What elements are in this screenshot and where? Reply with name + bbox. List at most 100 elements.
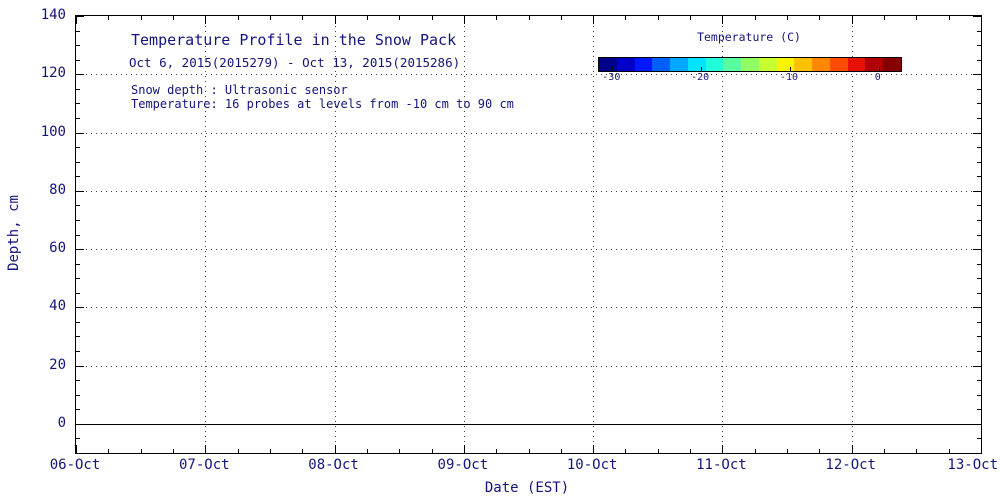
colorbar-segment bbox=[687, 58, 706, 71]
colorbar-segment bbox=[776, 58, 795, 71]
x-minor-tick bbox=[528, 16, 530, 20]
y-major-tick bbox=[76, 249, 84, 251]
y-major-tick bbox=[973, 74, 981, 76]
y-major-tick bbox=[973, 249, 981, 251]
y-minor-tick bbox=[76, 292, 80, 294]
x-minor-tick bbox=[269, 16, 271, 20]
x-minor-tick bbox=[302, 16, 304, 20]
y-minor-tick bbox=[76, 336, 80, 338]
y-minor-tick bbox=[76, 409, 80, 411]
x-minor-tick bbox=[657, 449, 659, 453]
colorbar-segment bbox=[741, 58, 759, 71]
colorbar-tick-label: -20 bbox=[691, 72, 710, 83]
y-minor-tick bbox=[977, 117, 981, 119]
y-major-tick bbox=[973, 190, 981, 192]
y-minor-tick bbox=[76, 103, 80, 105]
colorbar-segment bbox=[670, 58, 688, 71]
y-minor-tick bbox=[76, 45, 80, 47]
x-minor-tick bbox=[625, 449, 627, 453]
y-minor-tick bbox=[76, 176, 80, 178]
x-minor-tick bbox=[366, 449, 368, 453]
x-minor-tick bbox=[366, 16, 368, 20]
y-major-tick bbox=[973, 16, 981, 17]
y-tick-label: 40 bbox=[49, 298, 66, 315]
colorbar-tick-mark bbox=[789, 67, 791, 71]
chart-title: Temperature Profile in the Snow Pack bbox=[131, 31, 457, 49]
x-minor-tick bbox=[237, 16, 239, 20]
x-major-tick bbox=[205, 445, 207, 453]
x-major-tick bbox=[851, 16, 853, 24]
x-major-tick bbox=[722, 16, 724, 24]
x-axis-title: Date (EST) bbox=[484, 480, 570, 496]
x-minor-tick bbox=[754, 16, 756, 20]
h-gridline bbox=[76, 365, 981, 367]
plot-area: Temperature Profile in the Snow Pack Oct… bbox=[75, 15, 982, 454]
x-major-tick bbox=[981, 445, 982, 453]
y-tick-label: 100 bbox=[40, 123, 66, 140]
y-minor-tick bbox=[76, 453, 80, 454]
x-minor-tick bbox=[948, 449, 950, 453]
y-minor-tick bbox=[76, 438, 80, 440]
y-major-tick bbox=[973, 365, 981, 367]
x-tick-label: 09-Oct bbox=[437, 457, 489, 473]
y-major-tick bbox=[76, 190, 84, 192]
y-minor-tick bbox=[977, 147, 981, 149]
x-minor-tick bbox=[690, 449, 692, 453]
y-minor-tick bbox=[977, 45, 981, 47]
x-major-tick bbox=[722, 445, 724, 453]
x-major-tick bbox=[463, 16, 465, 24]
colorbar-segment bbox=[865, 58, 884, 71]
y-major-tick bbox=[76, 307, 84, 309]
x-minor-tick bbox=[108, 449, 110, 453]
y-minor-tick bbox=[76, 234, 80, 236]
x-major-tick bbox=[463, 445, 465, 453]
colorbar-segment bbox=[812, 58, 830, 71]
x-minor-tick bbox=[431, 449, 433, 453]
chart-subtitle: Oct 6, 2015(2015279) - Oct 13, 2015(2015… bbox=[129, 55, 461, 70]
x-minor-tick bbox=[140, 449, 142, 453]
x-tick-label: 08-Oct bbox=[308, 457, 359, 473]
y-minor-tick bbox=[977, 409, 981, 411]
y-minor-tick bbox=[76, 321, 80, 323]
colorbar-segment bbox=[847, 58, 866, 71]
y-minor-tick bbox=[76, 351, 80, 353]
colorbar-tick-mark bbox=[612, 67, 614, 71]
y-minor-tick bbox=[977, 351, 981, 353]
x-minor-tick bbox=[916, 449, 918, 453]
y-minor-tick bbox=[977, 394, 981, 396]
y-tick-label: 0 bbox=[57, 414, 66, 431]
x-minor-tick bbox=[657, 16, 659, 20]
colorbar-title: Temperature (C) bbox=[697, 30, 801, 44]
h-gridline bbox=[76, 190, 981, 192]
colorbar-segment bbox=[794, 58, 813, 71]
colorbar-segment bbox=[616, 58, 635, 71]
y-tick-label: 140 bbox=[40, 7, 66, 23]
x-minor-tick bbox=[399, 449, 401, 453]
x-minor-tick bbox=[819, 16, 821, 20]
y-minor-tick bbox=[977, 380, 981, 382]
colorbar-tick-label: -30 bbox=[602, 72, 621, 83]
y-minor-tick bbox=[977, 438, 981, 440]
y-minor-tick bbox=[76, 219, 80, 221]
y-tick-label: 20 bbox=[49, 356, 66, 373]
y-minor-tick bbox=[977, 88, 981, 90]
colorbar-segment bbox=[723, 58, 742, 71]
y-minor-tick bbox=[977, 234, 981, 236]
v-gridline bbox=[205, 16, 207, 453]
x-minor-tick bbox=[754, 449, 756, 453]
y-minor-tick bbox=[977, 278, 981, 280]
x-major-tick bbox=[76, 16, 77, 24]
colorbar-segment bbox=[829, 58, 848, 71]
v-gridline bbox=[334, 16, 336, 453]
x-major-tick bbox=[205, 16, 207, 24]
surface-zero-line bbox=[76, 423, 981, 425]
y-minor-tick bbox=[76, 161, 80, 163]
colorbar-segment bbox=[705, 58, 724, 71]
y-major-tick bbox=[973, 132, 981, 134]
x-major-tick bbox=[334, 16, 336, 24]
x-minor-tick bbox=[172, 449, 174, 453]
y-minor-tick bbox=[977, 292, 981, 294]
h-gridline bbox=[76, 74, 981, 76]
colorbar-tick-labels: -30 -20 -10 0 bbox=[598, 72, 900, 84]
y-minor-tick bbox=[977, 59, 981, 61]
